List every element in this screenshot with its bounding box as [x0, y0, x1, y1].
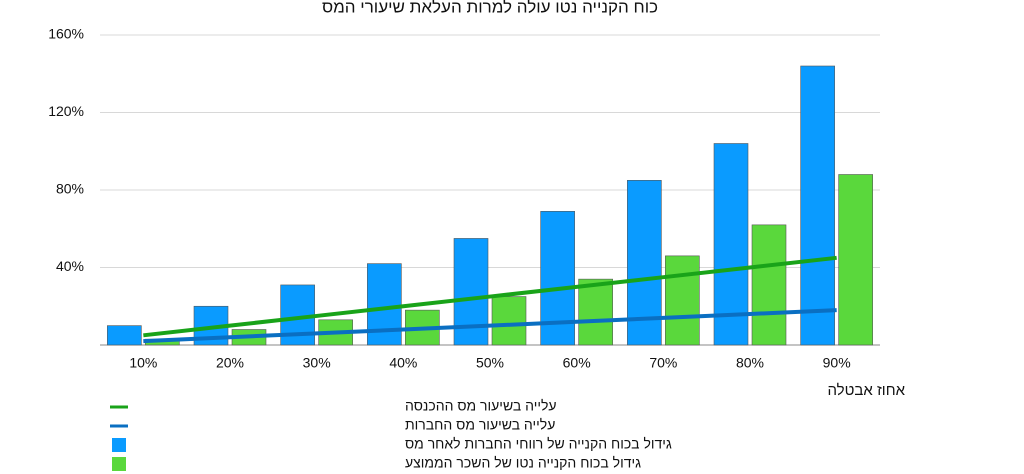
bar	[800, 65, 835, 346]
x-axis-label: אחוז אבטלה	[827, 382, 905, 399]
x-tick-label: 40%	[389, 355, 417, 371]
bar	[453, 238, 489, 346]
legend-label: עלייה בשיעור מס החברות	[405, 417, 555, 433]
x-tick-label: 60%	[563, 355, 591, 371]
legend-label: גידול בכוח הקנייה נטו של השכר הממוצע	[405, 455, 641, 471]
x-tick-label: 90%	[823, 355, 851, 371]
bar	[751, 224, 787, 346]
bar	[491, 296, 527, 346]
x-tick-label: 10%	[129, 355, 157, 371]
x-tick-label: 80%	[736, 355, 764, 371]
y-tick-label: 80%	[56, 181, 84, 197]
trend-line	[143, 255, 837, 338]
trend-line	[143, 308, 837, 344]
y-tick-label: 120%	[48, 103, 84, 119]
legend-label: גידול בכוח הקנייה של רווחי החברות לאחר מ…	[405, 436, 672, 452]
x-tick-label: 30%	[303, 355, 331, 371]
bar	[665, 255, 700, 346]
legend-label: עלייה בשיעור מס ההכנסה	[405, 398, 557, 414]
x-tick-label: 50%	[476, 355, 504, 371]
x-tick-label: 20%	[216, 355, 244, 371]
bar	[107, 325, 142, 346]
y-tick-label: 160%	[48, 26, 84, 42]
bar	[578, 278, 613, 346]
y-tick-label: 40%	[56, 258, 84, 274]
bar	[838, 174, 873, 346]
x-tick-label: 70%	[649, 355, 677, 371]
legend-swatch	[112, 438, 126, 452]
bar	[713, 143, 749, 346]
legend-swatch	[112, 457, 126, 471]
chart-title: כוח הקנייה נטו עולה למרות העלאת שיעורי ה…	[322, 0, 658, 16]
